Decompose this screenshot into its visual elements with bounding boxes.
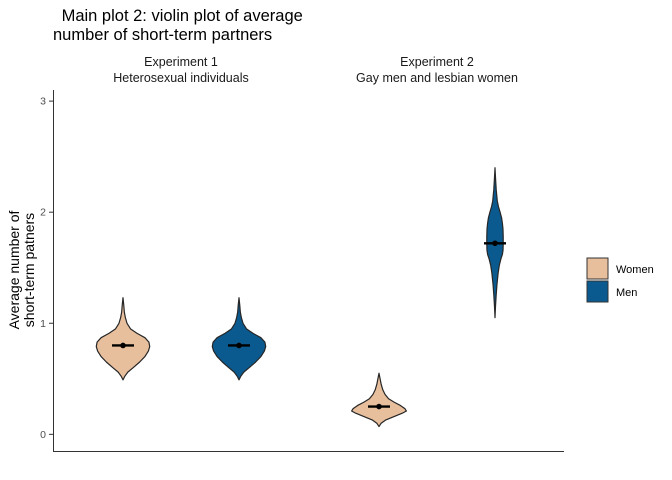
legend-label-men: Men [616, 287, 637, 299]
y-tick-label: 0 [40, 429, 46, 441]
facet-strip-1: Experiment 1 Heterosexual individuals [113, 55, 249, 85]
y-ticks: 0 1 2 3 [40, 96, 53, 441]
violin-experiment-2-women [351, 372, 407, 428]
chart-title: Main plot 2: violin plot of average numb… [53, 7, 303, 44]
legend-key-men [586, 280, 609, 303]
legend-label-women: Women [616, 264, 654, 276]
facet-strip-2: Experiment 2 Gay men and lesbian women [356, 55, 518, 85]
facet-2-label-line-2: Gay men and lesbian women [356, 71, 518, 85]
title-line-1: Main plot 2: violin plot of average [57, 7, 303, 25]
mean-point [376, 403, 382, 410]
mean-point [120, 342, 126, 349]
facet-1-label-line-1: Experiment 1 [144, 55, 218, 69]
facet-1-label-line-2: Heterosexual individuals [113, 71, 249, 85]
legend: Women Men [586, 257, 654, 303]
title-line-2: number of short-term partners [53, 26, 272, 44]
y-tick-label: 3 [40, 96, 46, 108]
axes [53, 90, 564, 452]
violins [95, 167, 506, 428]
facet-2-label-line-1: Experiment 2 [400, 55, 474, 69]
legend-key-women [586, 257, 609, 280]
violin-experiment-1-women [95, 297, 151, 381]
mean-point [236, 342, 242, 349]
y-tick-label: 1 [40, 318, 46, 330]
violin-experiment-1-men [211, 297, 267, 381]
y-axis-title-line-2: short-term patners [21, 213, 37, 327]
y-axis-title: Average number of short-term patners [6, 210, 37, 329]
y-tick-label: 2 [40, 207, 46, 219]
mean-point [492, 240, 498, 247]
y-axis-title-line-1: Average number of [6, 210, 22, 329]
